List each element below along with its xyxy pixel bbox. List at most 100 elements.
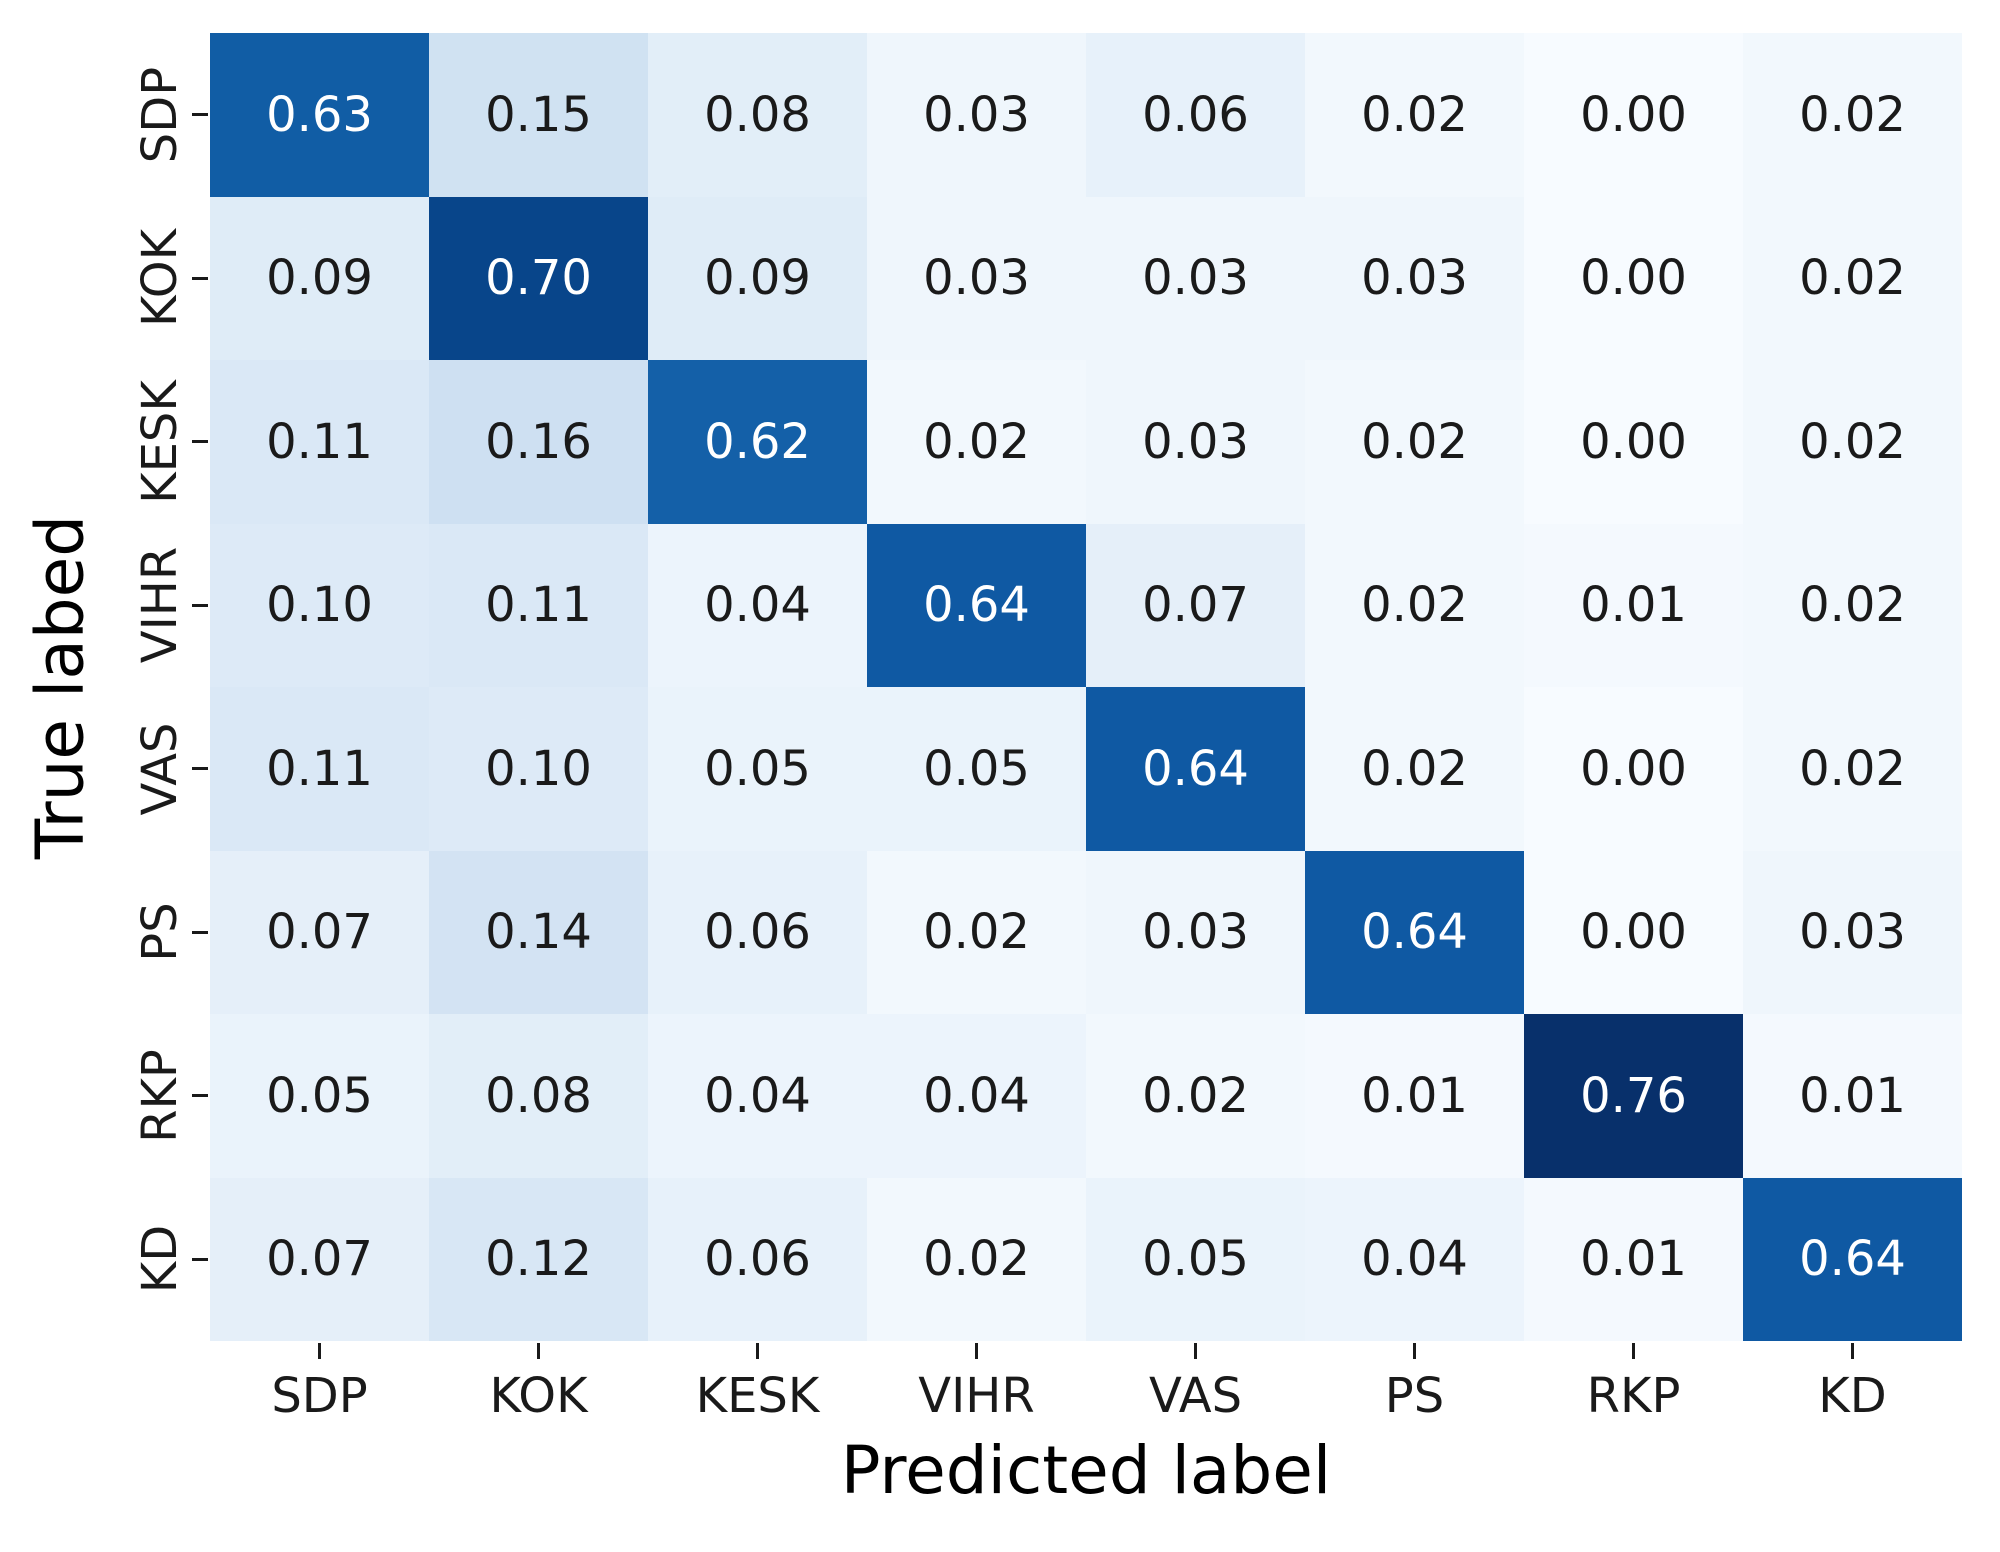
y-tick-label: VIHR (132, 547, 188, 664)
heatmap-cell-value: 0.08 (485, 1067, 592, 1124)
heatmap-cell-value: 0.03 (1361, 250, 1468, 307)
heatmap-cell: 0.09 (210, 196, 429, 360)
heatmap-cell: 0.00 (1524, 360, 1743, 524)
heatmap-cell: 0.08 (648, 33, 867, 197)
heatmap-cell: 0.00 (1524, 33, 1743, 197)
heatmap-cell-value: 0.09 (704, 250, 811, 307)
heatmap-cell-value: 0.07 (266, 904, 373, 961)
heatmap-cell-value: 0.04 (704, 577, 811, 634)
heatmap-cell: 0.09 (648, 196, 867, 360)
heatmap-cell-value: 0.01 (1580, 577, 1687, 634)
heatmap-cell-value: 0.10 (485, 740, 592, 797)
heatmap-cell: 0.15 (429, 33, 648, 197)
y-tick-label: KD (132, 1225, 188, 1294)
heatmap-cell: 0.70 (429, 196, 648, 360)
heatmap-cell-value: 0.14 (485, 904, 592, 961)
heatmap-cell: 0.02 (867, 360, 1086, 524)
heatmap-cell-value: 0.03 (923, 250, 1030, 307)
y-tick-mark (192, 113, 208, 117)
heatmap-cell-value: 0.02 (1799, 577, 1906, 634)
x-tick-mark (1194, 1343, 1197, 1359)
heatmap-cell-value: 0.03 (1142, 250, 1249, 307)
x-tick-mark (1851, 1343, 1854, 1359)
heatmap-cell: 0.04 (648, 1014, 867, 1178)
heatmap-cell: 0.07 (210, 850, 429, 1014)
x-tick-label: KOK (489, 1368, 588, 1424)
heatmap-cell-value: 0.02 (1361, 413, 1468, 470)
heatmap-cell: 0.06 (1086, 33, 1305, 197)
heatmap-cell-value: 0.62 (704, 413, 811, 470)
heatmap-cell-value: 0.08 (704, 86, 811, 143)
heatmap-cell: 0.01 (1524, 523, 1743, 687)
heatmap-cell-value: 0.07 (1142, 577, 1249, 634)
heatmap-cell: 0.11 (210, 687, 429, 851)
heatmap-cell: 0.00 (1524, 687, 1743, 851)
y-tick-label: PS (132, 902, 188, 962)
heatmap-cell: 0.05 (648, 687, 867, 851)
heatmap-cell: 0.04 (1305, 1177, 1524, 1341)
x-tick-label: SDP (271, 1368, 368, 1424)
heatmap-cell: 0.64 (1305, 850, 1524, 1014)
heatmap-cell-value: 0.04 (923, 1067, 1030, 1124)
heatmap-cell: 0.03 (1086, 360, 1305, 524)
x-tick-mark (975, 1343, 978, 1359)
heatmap-cell: 0.10 (210, 523, 429, 687)
y-tick-mark (192, 767, 208, 771)
heatmap-cell-value: 0.02 (923, 413, 1030, 470)
x-tick-mark (756, 1343, 759, 1359)
heatmap-cell-value: 0.02 (923, 904, 1030, 961)
heatmap-cell: 0.03 (1086, 196, 1305, 360)
heatmap-cell: 0.11 (429, 523, 648, 687)
heatmap-cell: 0.12 (429, 1177, 648, 1341)
y-tick-mark (192, 930, 208, 934)
x-tick-label: RKP (1586, 1368, 1681, 1424)
heatmap-cell-value: 0.02 (1361, 577, 1468, 634)
heatmap-cell-value: 0.02 (923, 1231, 1030, 1288)
heatmap-cell: 0.02 (1743, 687, 1962, 851)
heatmap-cell: 0.06 (648, 850, 867, 1014)
heatmap-cell: 0.02 (1743, 360, 1962, 524)
heatmap-cell: 0.03 (867, 196, 1086, 360)
heatmap-cell: 0.63 (210, 33, 429, 197)
heatmap-cell: 0.05 (210, 1014, 429, 1178)
heatmap-cell-value: 0.01 (1361, 1067, 1468, 1124)
heatmap-cell-value: 0.02 (1799, 413, 1906, 470)
heatmap-cell: 0.64 (867, 523, 1086, 687)
heatmap-cell: 0.02 (1305, 33, 1524, 197)
heatmap-cell-value: 0.64 (1142, 740, 1249, 797)
heatmap-cell: 0.06 (648, 1177, 867, 1341)
y-tick-label: KOK (132, 229, 188, 328)
heatmap-cell: 0.02 (1743, 523, 1962, 687)
y-tick-mark (192, 603, 208, 607)
heatmap-cell-value: 0.01 (1799, 1067, 1906, 1124)
y-tick-label: KESK (132, 379, 188, 504)
heatmap-cell: 0.01 (1524, 1177, 1743, 1341)
heatmap-cell-value: 0.02 (1361, 740, 1468, 797)
heatmap-cell-value: 0.15 (485, 86, 592, 143)
y-tick-label: VAS (132, 722, 188, 816)
heatmap-cell: 0.16 (429, 360, 648, 524)
heatmap-cell: 0.02 (1305, 360, 1524, 524)
x-tick-mark (1413, 1343, 1416, 1359)
heatmap-cell-value: 0.02 (1361, 86, 1468, 143)
y-axis-title: True labed (21, 514, 99, 860)
heatmap-cell-value: 0.64 (1361, 904, 1468, 961)
heatmap-cell: 0.02 (1305, 523, 1524, 687)
heatmap-cell-value: 0.03 (1799, 904, 1906, 961)
heatmap-cell-value: 0.02 (1799, 740, 1906, 797)
heatmap-cell-value: 0.00 (1580, 250, 1687, 307)
x-tick-label: VAS (1148, 1368, 1243, 1424)
heatmap-cell-value: 0.06 (1142, 86, 1249, 143)
x-tick-label: VIHR (918, 1368, 1035, 1424)
heatmap-cell-value: 0.00 (1580, 740, 1687, 797)
heatmap-cell-value: 0.63 (266, 86, 373, 143)
heatmap-cell: 0.02 (1743, 33, 1962, 197)
heatmap-cell-value: 0.64 (923, 577, 1030, 634)
heatmap-cell: 0.03 (867, 33, 1086, 197)
heatmap-cell-value: 0.11 (266, 740, 373, 797)
heatmap-cell-value: 0.02 (1799, 86, 1906, 143)
heatmap-cell: 0.10 (429, 687, 648, 851)
y-tick-label: RKP (132, 1048, 188, 1143)
heatmap-cell-value: 0.00 (1580, 904, 1687, 961)
heatmap-cell-value: 0.06 (704, 1231, 811, 1288)
